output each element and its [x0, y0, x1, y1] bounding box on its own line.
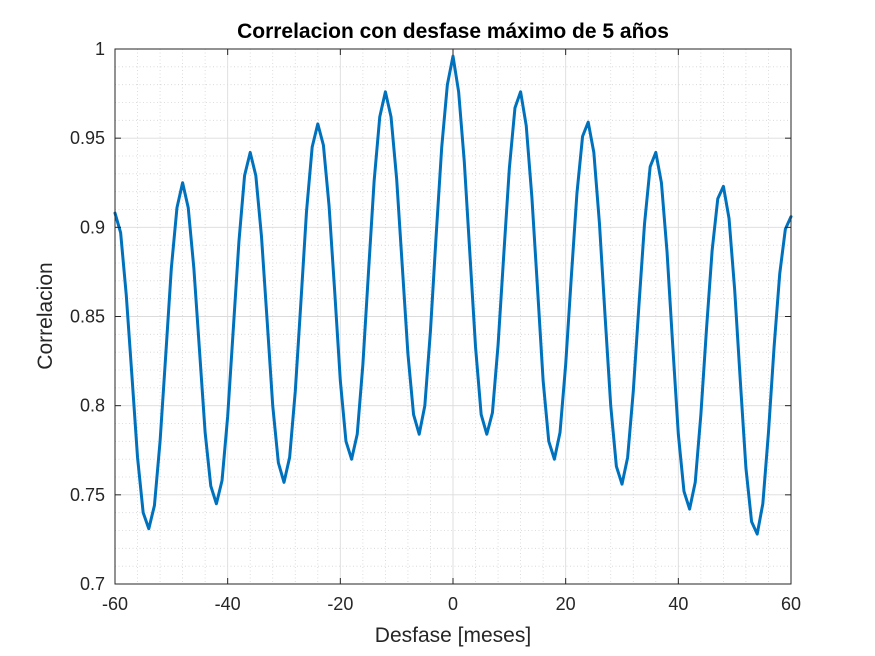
- x-tick-label: -60: [102, 594, 128, 614]
- y-tick-label: 0.7: [80, 574, 105, 594]
- x-tick-label: -20: [327, 594, 353, 614]
- x-tick-label: 20: [556, 594, 576, 614]
- x-tick-label: 40: [668, 594, 688, 614]
- y-tick-label: 1: [95, 39, 105, 59]
- y-tick-label: 0.85: [70, 307, 105, 327]
- x-tick-labels: -60 -40 -20 0 20 40 60: [102, 49, 801, 614]
- x-tick-label: 0: [448, 594, 458, 614]
- y-tick-labels: 0.7 0.75 0.8 0.85 0.9 0.95 1: [70, 39, 791, 594]
- correlation-series-line: [113, 54, 793, 536]
- y-tick-label: 0.95: [70, 128, 105, 148]
- x-tick-label: -40: [215, 594, 241, 614]
- series-layer: [113, 54, 793, 536]
- x-tick-label: 60: [781, 594, 801, 614]
- chart-title: Correlacion con desfase máximo de 5 años: [237, 20, 669, 43]
- y-tick-label: 0.75: [70, 485, 105, 505]
- x-axis-label: Desfase [meses]: [375, 624, 531, 647]
- y-axis-label: Correlacion: [34, 262, 57, 369]
- y-tick-label: 0.9: [80, 217, 105, 237]
- y-tick-label: 0.8: [80, 396, 105, 416]
